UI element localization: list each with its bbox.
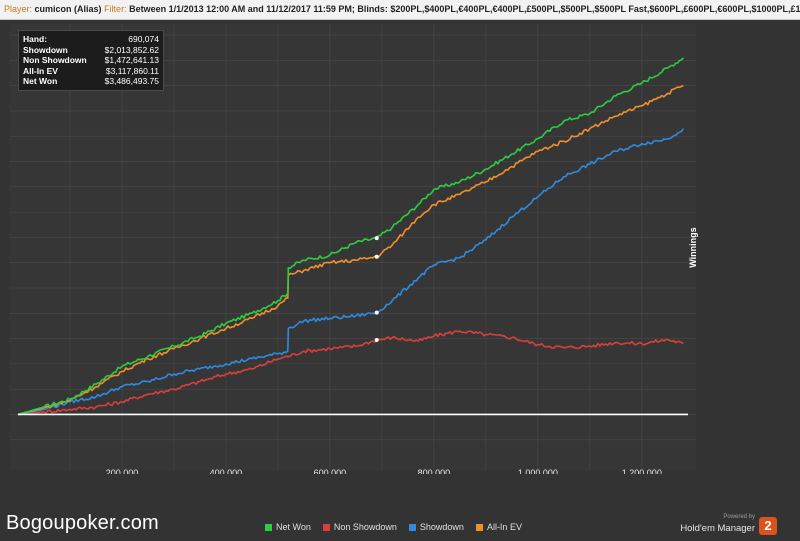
plot-background <box>10 24 696 470</box>
stat-value: $1,472,641.13 <box>104 55 159 65</box>
winnings-line-chart: $0.00$1,000,000.00$2,000,000.00$3,000,00… <box>10 24 761 498</box>
x-tick-label: 200,000 <box>106 468 139 474</box>
stats-row: Non Showdown $1,472,641.13 <box>23 55 159 66</box>
legend-item-net-won[interactable]: Net Won <box>265 522 311 532</box>
powered-by-text: Powered by <box>723 514 755 520</box>
hover-marker <box>374 254 379 259</box>
stat-label: Non Showdown <box>23 55 87 65</box>
stats-tooltip: Hand: 690,074 Showdown $2,013,852.62 Non S… <box>18 30 164 91</box>
series-line-showdown <box>17 128 685 416</box>
hover-markers <box>374 236 379 342</box>
hover-marker <box>374 236 379 241</box>
x-tick-label: 600,000 <box>314 468 347 474</box>
stats-row: Net Won $3,486,493.75 <box>23 76 159 87</box>
legend-item-non-showdown[interactable]: Non Showdown <box>322 522 397 532</box>
stats-row: All-In EV $3,117,860.11 <box>23 66 159 77</box>
stat-label: Showdown <box>23 44 68 55</box>
series-line-net-won <box>17 57 684 416</box>
series-lines <box>17 57 685 416</box>
legend-label: Showdown <box>419 522 464 532</box>
hover-marker <box>374 310 379 315</box>
brand-name: Hold'em Manager <box>680 523 755 534</box>
stat-value: 690,074 <box>128 34 159 44</box>
filter-label: Filter: <box>104 4 127 14</box>
legend-item-all-in-ev[interactable]: All-In EV <box>475 522 522 532</box>
legend-swatch <box>408 523 416 531</box>
stat-value: $2,013,852.62 <box>104 44 159 55</box>
y-axis-title: Winnings <box>688 227 698 267</box>
filter-value[interactable]: Between 1/1/2013 12:00 AM and 11/12/2017… <box>129 4 800 14</box>
x-tick-label: 1,000,000 <box>518 468 558 474</box>
player-label: Player: <box>4 4 33 14</box>
filter-bar: Player: cumicon (Alias) Filter: Between … <box>0 0 800 20</box>
grid <box>10 24 696 470</box>
stat-value: $3,486,493.75 <box>104 76 159 86</box>
stat-label: Hand: <box>23 34 48 44</box>
legend-swatch <box>265 523 272 531</box>
chart-legend: Net Won Non Showdown Showdown All-In EV <box>265 522 522 532</box>
legend-swatch <box>475 523 483 531</box>
chart-plot-area: $0.00$1,000,000.00$2,000,000.00$3,000,00… <box>10 24 761 498</box>
powered-by-brand: Powered by Hold'em Manager 2 <box>655 514 785 538</box>
legend-swatch <box>322 523 330 531</box>
stats-row: Showdown $2,013,852.62 <box>23 45 159 56</box>
stat-label: Net Won <box>23 76 58 86</box>
series-line-all-in-ev <box>17 84 684 416</box>
stat-label: All-In EV <box>23 65 58 76</box>
hover-marker <box>374 337 379 342</box>
hm2-logo-icon: 2 <box>759 517 777 535</box>
series-line-non-showdown <box>17 330 684 416</box>
legend-label: Net Won <box>276 522 311 532</box>
legend-label: All-In EV <box>486 522 522 532</box>
x-tick-label: 400,000 <box>210 468 243 474</box>
stat-value: $3,117,860.11 <box>105 65 159 76</box>
x-tick-label: 800,000 <box>418 468 451 474</box>
x-tick-label: 1,200,000 <box>622 468 662 474</box>
player-value[interactable]: cumicon (Alias) <box>34 4 102 14</box>
stats-row: Hand: 690,074 <box>23 34 159 45</box>
watermark: Bogoupoker.com <box>6 512 159 534</box>
legend-label: Non Showdown <box>333 522 397 532</box>
legend-item-showdown[interactable]: Showdown <box>408 522 464 532</box>
